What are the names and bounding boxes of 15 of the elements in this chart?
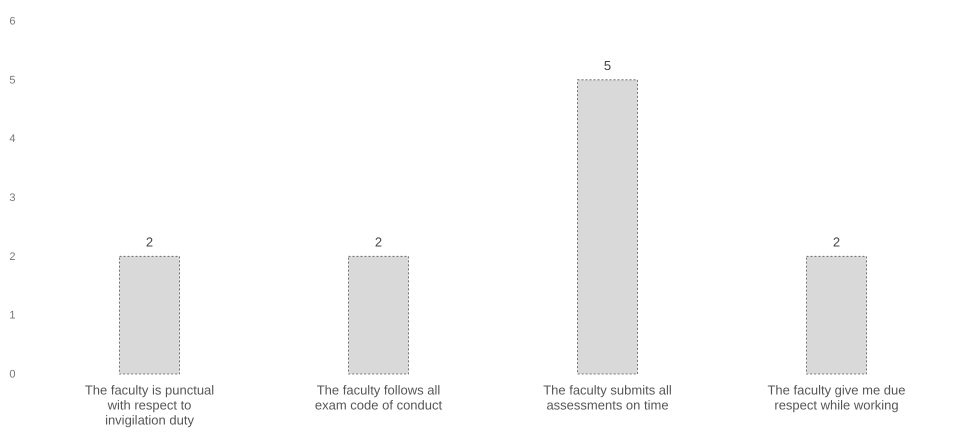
x-tick-label: The faculty follows all exam code of conduct [314, 382, 442, 412]
y-tick-label: 3 [9, 192, 16, 204]
x-tick-label: The faculty submits all assessments on time [543, 382, 672, 412]
y-tick-label: 6 [9, 16, 16, 28]
y-tick-label: 1 [9, 310, 16, 322]
x-tick-label: The faculty give me due respect while working [767, 382, 906, 412]
y-tick-label: 0 [9, 368, 16, 380]
data-label: 2 [832, 234, 840, 250]
data-label: 2 [146, 234, 154, 250]
data-label: 5 [604, 58, 612, 73]
data-label: 2 [374, 234, 382, 250]
y-tick-label: 5 [9, 74, 16, 86]
x-tick-label: The faculty is punctual with respect to invigilation duty [84, 382, 214, 428]
y-tick-label: 4 [9, 133, 16, 146]
y-tick-label: 2 [9, 250, 16, 263]
